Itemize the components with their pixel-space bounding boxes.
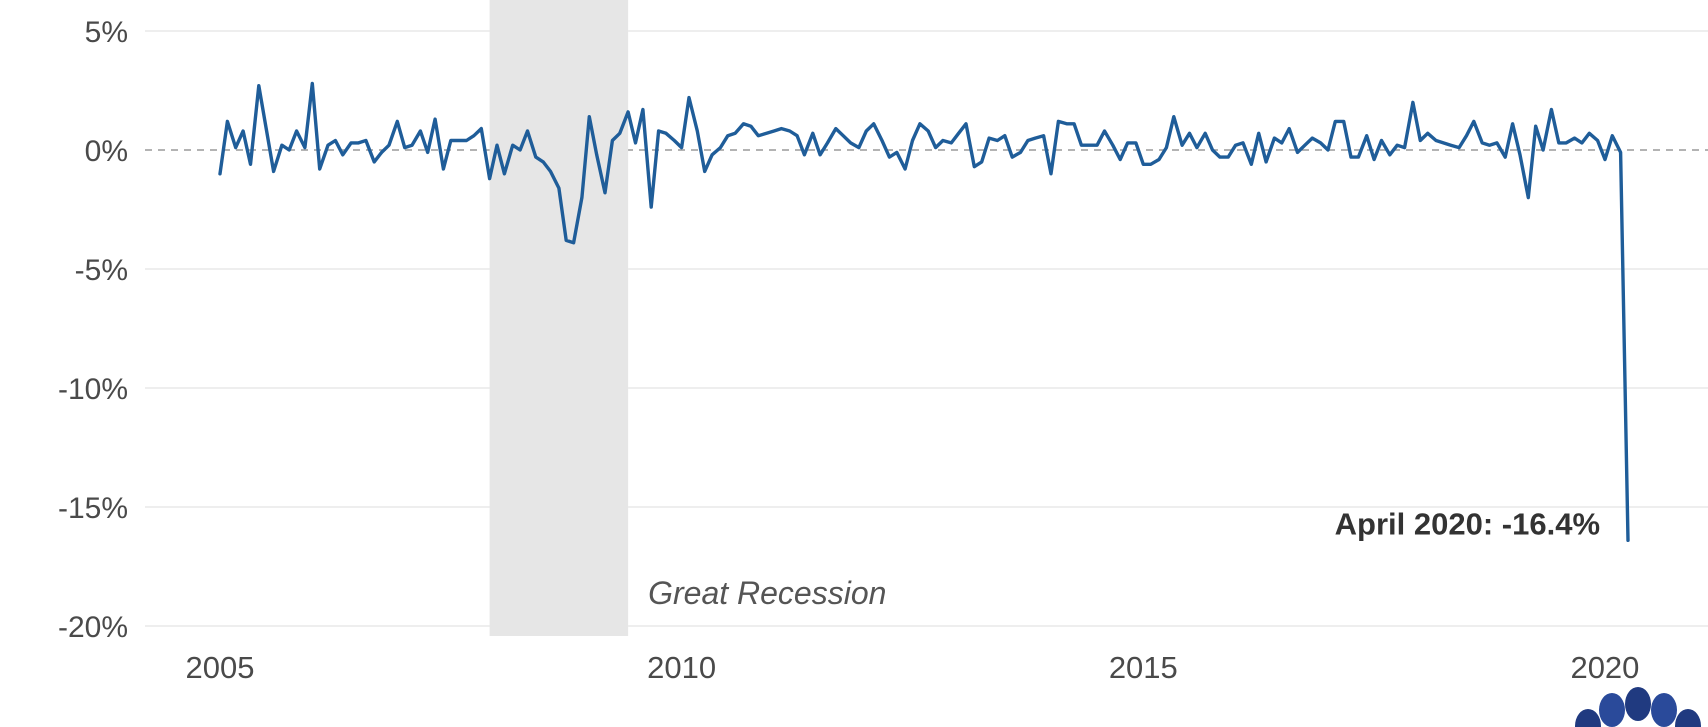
logo-feather <box>1575 709 1601 727</box>
logo-feather <box>1599 693 1625 727</box>
x-tick-label: 2015 <box>1109 650 1178 685</box>
annotation-label: April 2020: -16.4% <box>1335 506 1600 541</box>
logo-feather <box>1675 709 1701 727</box>
x-axis-tick-labels: 2005 2010 2015 2020 <box>186 650 1640 685</box>
peacock-logo-icon <box>1575 687 1701 727</box>
shaded-regions: Great Recession <box>489 0 886 636</box>
y-tick-label: 5% <box>85 16 128 49</box>
series-lines <box>218 81 1630 542</box>
y-tick-label: -5% <box>75 254 128 287</box>
logo-feather <box>1651 693 1677 727</box>
y-axis-tick-labels: 5% 0% -5% -10% -15% -20% <box>58 16 128 644</box>
x-tick-label: 2020 <box>1570 650 1639 685</box>
series-line-0 <box>218 81 1630 542</box>
y-tick-label: -15% <box>58 492 128 525</box>
y-tick-label: -20% <box>58 611 128 644</box>
y-tick-label: 0% <box>85 135 128 168</box>
shade-label: Great Recession <box>648 575 886 611</box>
annotations: April 2020: -16.4% <box>1335 506 1600 541</box>
x-tick-label: 2010 <box>647 650 716 685</box>
logo-feather <box>1625 687 1651 721</box>
y-tick-label: -10% <box>58 373 128 406</box>
x-tick-label: 2005 <box>186 650 255 685</box>
grid <box>145 30 1708 627</box>
recession-shade <box>489 0 629 636</box>
